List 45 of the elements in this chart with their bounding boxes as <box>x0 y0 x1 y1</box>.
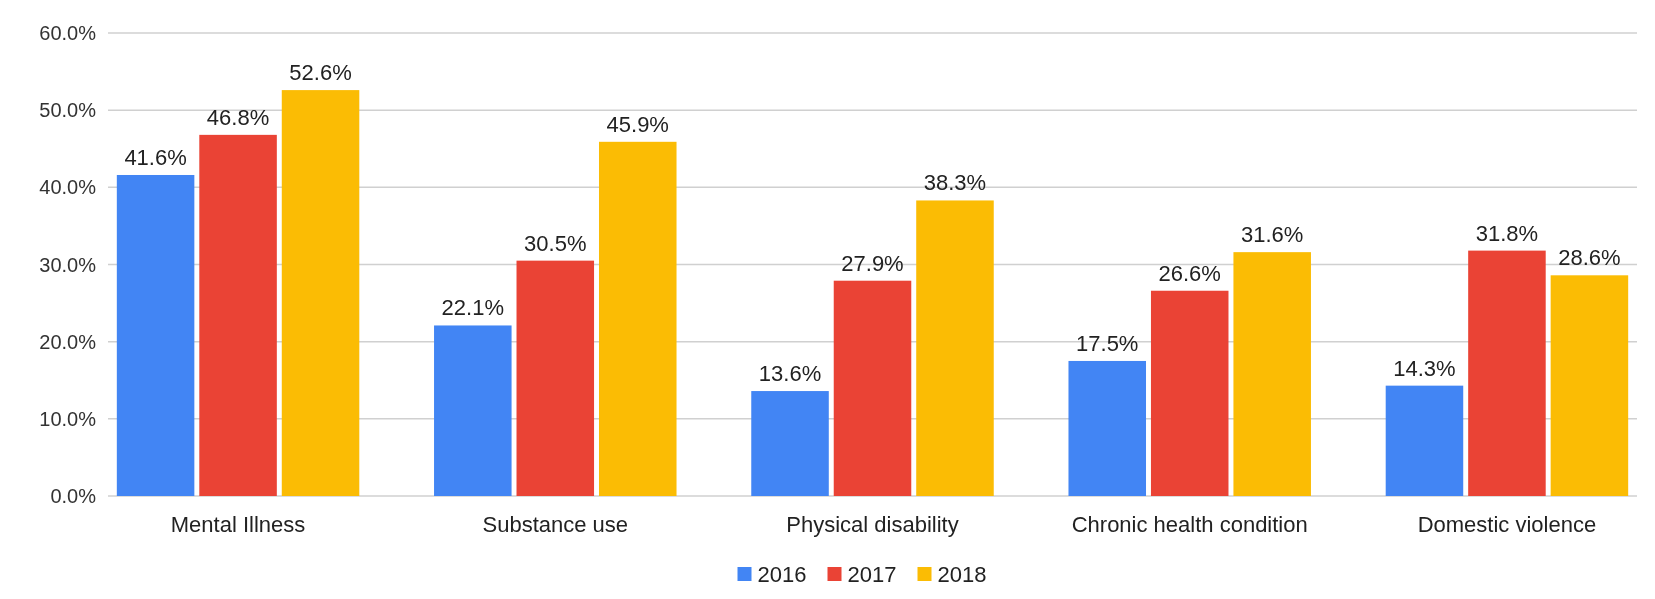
data-label: 27.9% <box>841 250 904 276</box>
bar <box>916 200 994 496</box>
data-label: 46.8% <box>206 104 270 130</box>
y-tick-label: 50.0% <box>39 99 97 122</box>
bar <box>1385 385 1464 496</box>
data-label: 30.5% <box>524 230 587 256</box>
y-tick-label: 60.0% <box>39 22 97 44</box>
data-label: 45.9% <box>606 111 669 137</box>
bar <box>598 141 677 496</box>
bar <box>1068 360 1147 496</box>
data-label: 28.6% <box>1558 245 1621 271</box>
bar <box>1150 290 1229 496</box>
bar <box>1468 250 1546 496</box>
data-label: 38.3% <box>923 170 987 196</box>
data-label: 31.6% <box>1241 222 1304 248</box>
x-tick-label: Physical disability <box>786 512 959 537</box>
bar <box>833 280 912 496</box>
data-label: 26.6% <box>1158 260 1221 286</box>
bar <box>434 325 512 496</box>
x-tick-label: Domestic violence <box>1417 512 1597 537</box>
data-label: 31.8% <box>1475 220 1539 246</box>
legend-label: 2018 <box>937 561 987 587</box>
bar <box>1550 275 1629 496</box>
y-tick-label: 40.0% <box>39 176 97 199</box>
y-tick-label: 30.0% <box>39 253 97 276</box>
y-tick-label: 0.0% <box>50 485 97 507</box>
data-label: 52.6% <box>289 60 352 86</box>
bar <box>516 260 595 496</box>
legend-label: 2016 <box>757 561 807 587</box>
data-label: 14.3% <box>1393 355 1456 381</box>
data-label: 41.6% <box>124 144 187 170</box>
x-tick-label: Substance use <box>482 512 629 537</box>
bar <box>1233 252 1311 496</box>
bar <box>281 90 360 496</box>
x-tick-label: Mental Illness <box>170 512 306 537</box>
y-tick-label: 20.0% <box>39 330 97 353</box>
x-tick-label: Chronic health condition <box>1071 512 1308 537</box>
data-label: 22.1% <box>441 295 504 321</box>
y-tick-label: 10.0% <box>39 407 97 430</box>
bar <box>199 134 277 496</box>
data-label: 13.6% <box>758 361 822 387</box>
data-label: 17.5% <box>1076 330 1139 356</box>
bar <box>751 391 829 496</box>
bar <box>116 174 195 496</box>
legend-label: 2017 <box>847 561 897 587</box>
